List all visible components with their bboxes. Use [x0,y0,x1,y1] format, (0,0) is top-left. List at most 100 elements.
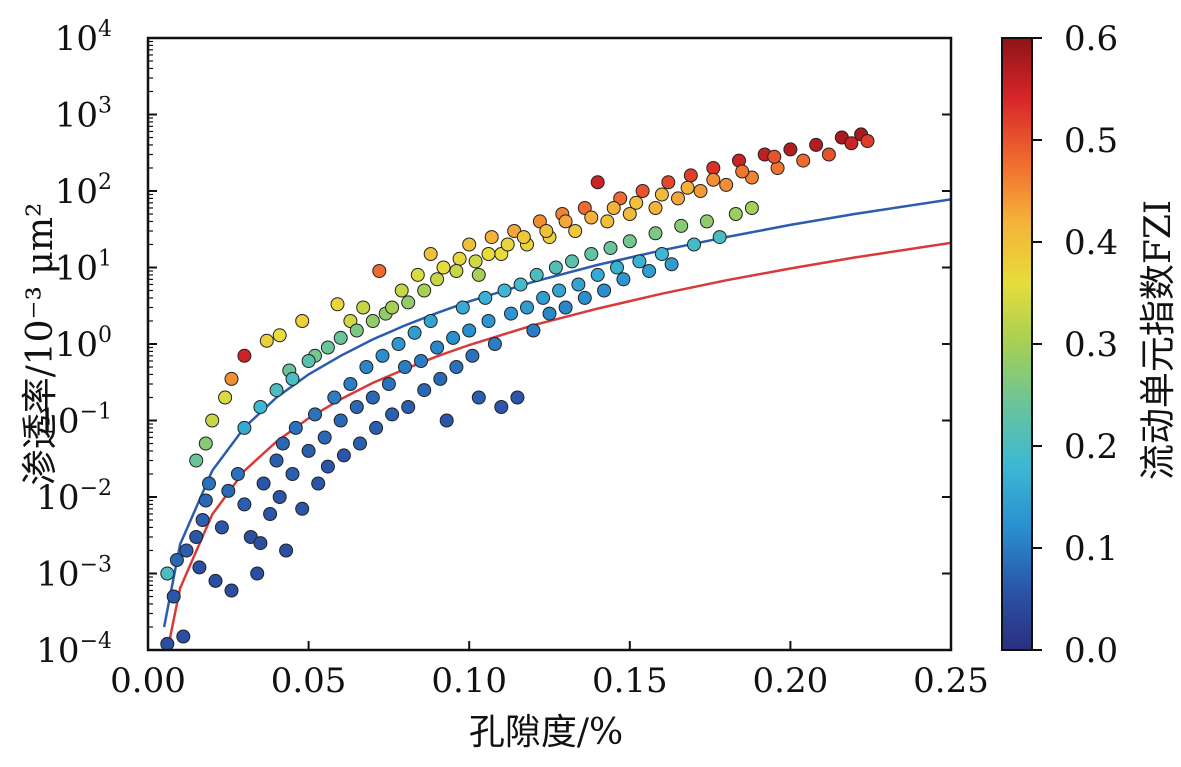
y-tick-label: 104 [55,17,112,59]
data-point [529,267,544,282]
y-tick-label: 101 [55,247,112,289]
data-point [516,230,531,245]
data-point [189,453,204,468]
data-point [536,290,551,305]
data-point [558,300,573,315]
data-point [417,283,432,298]
data-point [558,214,573,229]
data-point [568,224,583,238]
data-point [661,175,676,190]
data-point [706,161,721,175]
data-point [471,267,486,282]
data-point [269,383,284,398]
data-point [279,543,294,558]
data-point [520,300,534,315]
data-point [465,348,480,363]
data-point [513,277,528,292]
data-point [603,241,618,255]
data-point [632,254,647,269]
data-point [169,553,184,567]
data-point [796,153,811,168]
x-tick-label: 0.05 [271,661,347,701]
data-point [198,436,213,451]
data-point [706,172,721,187]
data-point [452,251,467,266]
data-point [349,323,364,338]
data-point [381,377,396,391]
data-point [401,400,416,414]
data-point [455,300,470,315]
data-point [712,230,727,245]
colorbar-title: 流动单元指数FZI [1138,200,1179,480]
data-point [218,390,233,405]
colorbar-tick-label: 0.6 [1064,19,1118,59]
data-point [311,476,326,491]
data-point [616,272,631,287]
data-point [504,306,518,321]
colorbar-tick-label: 0.5 [1064,121,1118,161]
colorbar-gradient [1001,37,1033,651]
data-point [735,164,750,179]
data-point [398,360,412,374]
data-point [308,407,322,422]
data-point [674,218,689,233]
colorbar-tick-label: 0.0 [1064,631,1118,671]
data-point [436,260,451,275]
y-axis-title: 渗透率/10⁻³ μm² [20,203,61,486]
data-point [263,507,278,521]
data-point [767,149,782,164]
data-point [410,267,425,282]
data-point [224,371,239,386]
fit-curve-0 [162,198,951,628]
data-point [539,224,554,238]
y-tick-label: 10−2 [36,476,112,518]
data-point [446,330,461,345]
data-point [414,354,428,368]
data-point [565,254,579,269]
x-tick-label: 0.00 [110,661,186,701]
data-point [590,267,605,282]
data-point [719,177,734,192]
data-point [597,283,612,298]
x-tick-label: 0.15 [592,661,668,701]
data-point [783,142,798,157]
data-point [356,300,371,315]
data-point [648,201,663,215]
y-tick-label: 100 [55,323,112,365]
data-point [683,168,698,183]
data-point [401,295,416,310]
data-point [359,360,374,374]
colorbar-tick-label: 0.1 [1064,529,1118,569]
data-point [202,476,216,491]
data-point [253,400,268,414]
data-point [642,264,657,278]
data-point [744,201,759,215]
fit-curve-1 [166,241,951,650]
y-tick-label: 102 [55,170,112,212]
data-point [391,337,406,351]
data-point [288,420,303,435]
data-point [844,136,859,151]
data-point [468,254,483,269]
data-point [349,400,364,414]
data-point [365,314,380,328]
data-point [320,459,335,474]
data-point [256,476,271,491]
x-axis-title: 孔隙度/% [469,712,623,753]
data-point [600,214,615,229]
x-tick-label: 0.20 [753,661,829,701]
colorbar-tick-label: 0.3 [1064,325,1118,365]
data-point [176,629,191,644]
axis-ticks: 0.00 0.05 0.10 0.15 0.20 0.25 104 103 102 101 100 1… [36,17,989,701]
data-point [430,340,445,355]
data-point [195,513,210,527]
data-point [584,247,599,261]
data-point [664,257,679,272]
data-point [728,207,743,221]
data-point [462,237,477,252]
data-point [629,195,644,210]
data-point [166,589,181,604]
data-point [471,390,486,405]
data-point [320,340,335,355]
